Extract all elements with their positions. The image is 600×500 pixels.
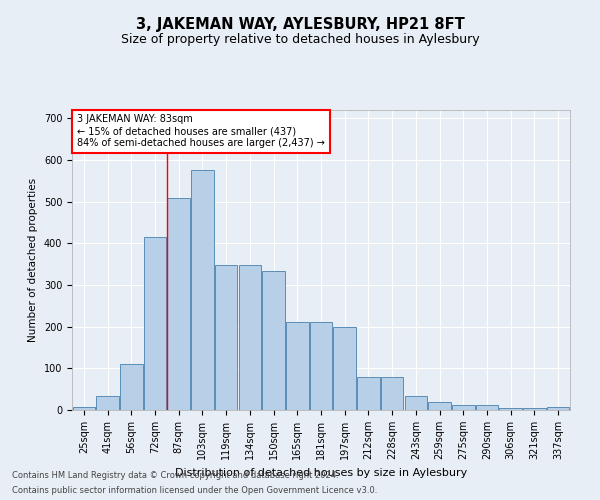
- Bar: [476, 405, 498, 410]
- Text: Size of property relative to detached houses in Aylesbury: Size of property relative to detached ho…: [121, 32, 479, 46]
- Text: Contains HM Land Registry data © Crown copyright and database right 2024.: Contains HM Land Registry data © Crown c…: [12, 471, 338, 480]
- Bar: [381, 376, 403, 410]
- Bar: [428, 402, 451, 410]
- Bar: [523, 408, 545, 410]
- Bar: [191, 170, 214, 410]
- Bar: [144, 237, 166, 410]
- Bar: [167, 198, 190, 410]
- Text: 3 JAKEMAN WAY: 83sqm
← 15% of detached houses are smaller (437)
84% of semi-deta: 3 JAKEMAN WAY: 83sqm ← 15% of detached h…: [77, 114, 325, 148]
- Text: Contains public sector information licensed under the Open Government Licence v3: Contains public sector information licen…: [12, 486, 377, 495]
- Bar: [334, 326, 356, 410]
- Bar: [262, 271, 285, 410]
- Bar: [97, 396, 119, 410]
- Bar: [404, 396, 427, 410]
- X-axis label: Distribution of detached houses by size in Aylesbury: Distribution of detached houses by size …: [175, 468, 467, 477]
- Y-axis label: Number of detached properties: Number of detached properties: [28, 178, 38, 342]
- Bar: [73, 406, 95, 410]
- Bar: [357, 376, 380, 410]
- Bar: [547, 406, 569, 410]
- Bar: [452, 405, 475, 410]
- Bar: [286, 322, 308, 410]
- Text: 3, JAKEMAN WAY, AYLESBURY, HP21 8FT: 3, JAKEMAN WAY, AYLESBURY, HP21 8FT: [136, 18, 464, 32]
- Bar: [215, 265, 238, 410]
- Bar: [239, 265, 261, 410]
- Bar: [120, 364, 143, 410]
- Bar: [499, 408, 522, 410]
- Bar: [310, 322, 332, 410]
